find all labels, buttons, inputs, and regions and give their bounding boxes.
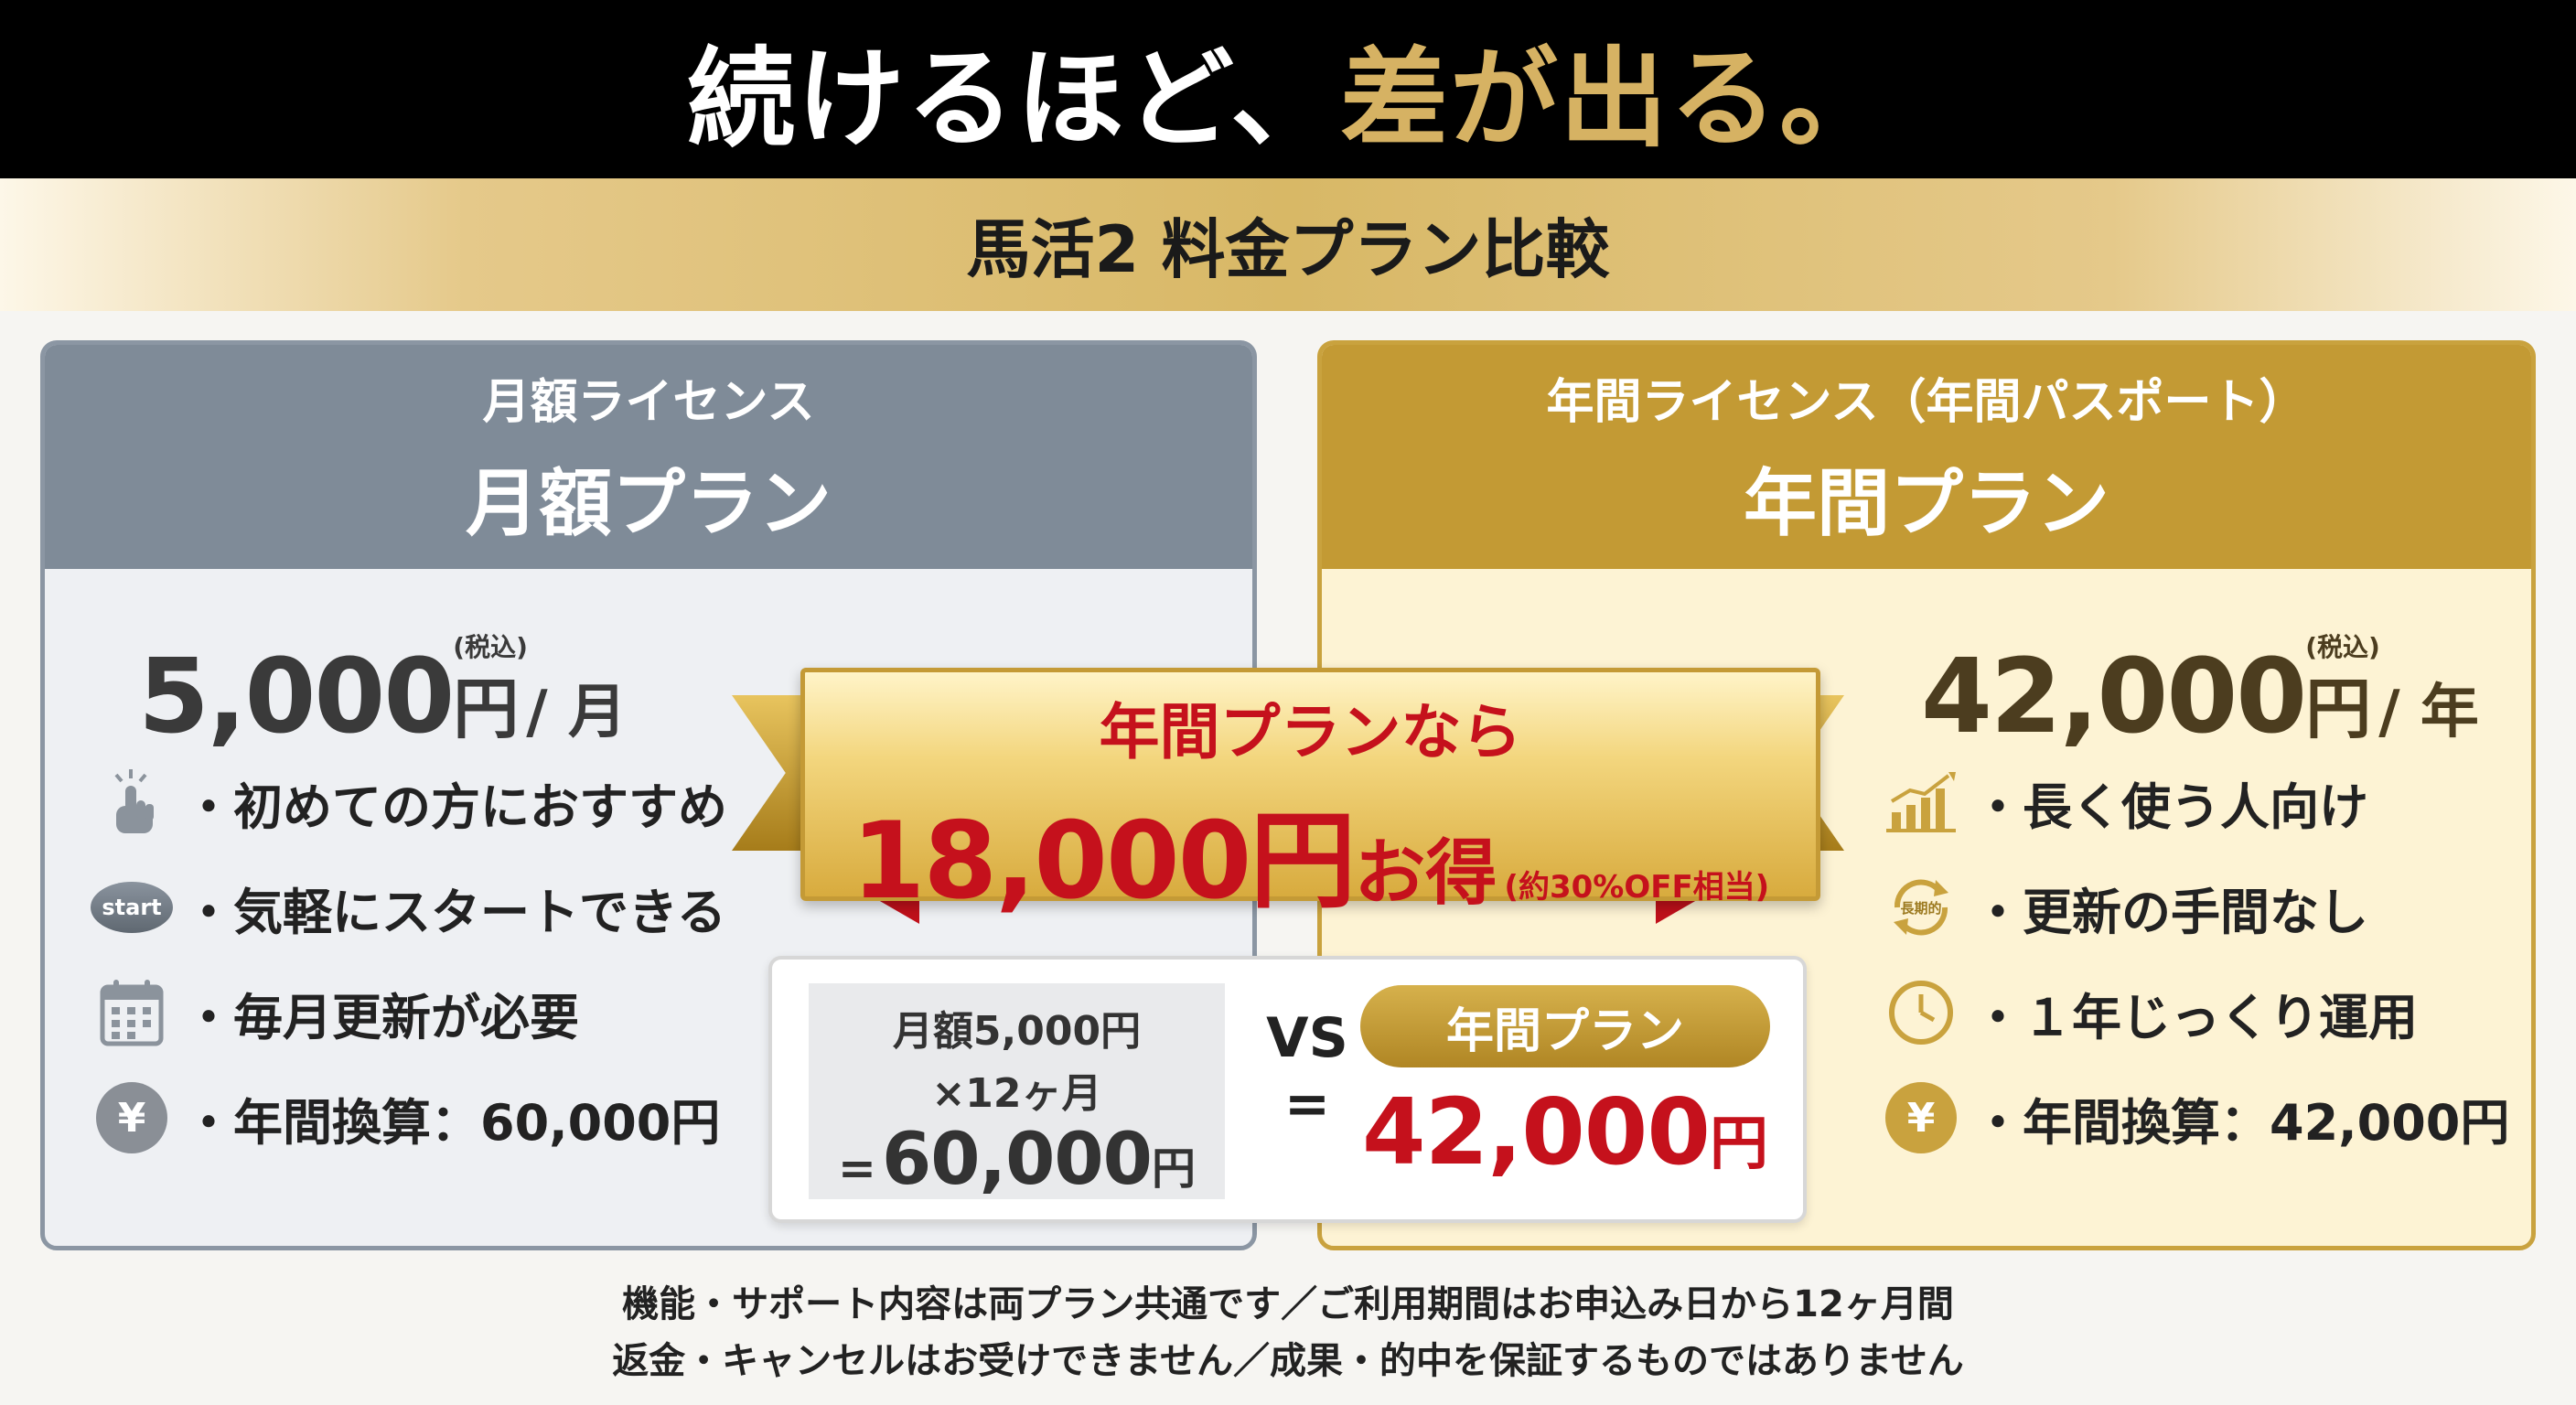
monthly-price: 5,000 (税込) 円 / 月 bbox=[138, 632, 627, 756]
savings-ribbon: 年間プランなら 18,000円 お得 (約30%OFF相当) bbox=[800, 668, 1820, 923]
monthly-plan-header: 月額ライセンス 月額プラン bbox=[45, 345, 1252, 569]
feature-text: ・毎月更新が必要 bbox=[184, 988, 579, 1046]
monthly-price-unit: / 月 bbox=[526, 679, 627, 746]
start-button-icon: start bbox=[91, 866, 173, 949]
monthly-feature-row: start ・気軽にスタートできる bbox=[91, 866, 726, 949]
headline-white: 続けるほど、 bbox=[686, 36, 1341, 162]
footer-note-line1: 機能・サポート内容は両プラン共通です／ご利用期間はお申込み日から12ヶ月間 bbox=[622, 1283, 1954, 1325]
renewal-cycle-icon: 長期的 bbox=[1880, 866, 1962, 949]
versus-label: VS = bbox=[1257, 1005, 1358, 1137]
footer-notes: 機能・サポート内容は両プラン共通です／ご利用期間はお申込み日から12ヶ月間 返金… bbox=[0, 1276, 2576, 1389]
annual-tax-note: (税込) bbox=[2305, 632, 2380, 662]
annual-plan-pill: 年間プラン bbox=[1360, 985, 1770, 1067]
monthly-feature-row: ・初めての方におすすめ bbox=[91, 761, 727, 843]
savings-otoku: お得 bbox=[1354, 832, 1497, 915]
monthly-calc-line1: 月額5,000円 bbox=[892, 1008, 1142, 1055]
footer-note-line2: 返金・キャンセルはお受けできません／成果・的中を保証するものではありません bbox=[612, 1340, 1964, 1382]
price-comparison-box: 月額5,000円 ×12ヶ月 = 60,000 円 VS = 年間プラン 42,… bbox=[768, 956, 1807, 1223]
start-button-label: start bbox=[91, 882, 173, 933]
annual-price-unit: / 年 bbox=[2378, 679, 2479, 746]
feature-text: ・更新の手間なし bbox=[1973, 883, 2368, 941]
monthly-price-amount: 5,000 bbox=[138, 638, 455, 756]
clock-icon bbox=[1880, 971, 1962, 1054]
savings-amount: 18,000円 bbox=[851, 799, 1357, 923]
annual-price-amount: 42,000 bbox=[1921, 638, 2307, 756]
feature-text: ・１年じっくり運用 bbox=[1973, 988, 2418, 1046]
savings-ribbon-heading: 年間プランなら bbox=[1099, 697, 1522, 767]
feature-text: ・長く使う人向け bbox=[1973, 778, 2368, 836]
feature-text: ・気軽にスタートできる bbox=[184, 883, 726, 941]
monthly-plan-title: 月額プラン bbox=[466, 461, 832, 546]
pointing-hand-icon bbox=[91, 761, 173, 843]
annual-total: 42,000 円 bbox=[1360, 1078, 1770, 1185]
monthly-price-yen: (税込) 円 bbox=[453, 632, 528, 751]
monthly-feature-row: ¥ ・年間換算：60,000円 bbox=[91, 1077, 720, 1159]
page-subtitle: 馬活2 料金プラン比較 bbox=[966, 212, 1610, 287]
savings-discount-note: (約30%OFF相当) bbox=[1504, 869, 1770, 906]
annual-feature-row: ・長く使う人向け bbox=[1880, 761, 2368, 843]
monthly-plan-kicker: 月額ライセンス bbox=[482, 375, 815, 430]
headline-gold: 差が出る。 bbox=[1340, 36, 1890, 162]
savings-ribbon-main: 18,000円 お得 (約30%OFF相当) bbox=[805, 775, 1816, 928]
feature-text: ・年間換算：60,000円 bbox=[184, 1093, 721, 1152]
equals-sign: = bbox=[838, 1142, 876, 1195]
monthly-total-unit: 円 bbox=[1151, 1143, 1196, 1195]
monthly-total-amount: 60,000 bbox=[881, 1119, 1153, 1201]
feature-text: ・初めての方におすすめ bbox=[184, 778, 727, 836]
annual-total-unit: 円 bbox=[1709, 1110, 1768, 1178]
annual-feature-row: ・１年じっくり運用 bbox=[1880, 971, 2418, 1054]
annual-feature-row: ¥ ・年間換算：42,000円 bbox=[1880, 1077, 2509, 1159]
annual-plan-title: 年間プラン bbox=[1744, 461, 2109, 546]
renewal-cycle-label: 長期的 bbox=[1900, 899, 1942, 917]
monthly-calc-line2: ×12ヶ月 bbox=[931, 1070, 1102, 1117]
monthly-total-calculation: 月額5,000円 ×12ヶ月 = 60,000 円 bbox=[809, 983, 1225, 1201]
annual-feature-row: 長期的 ・更新の手間なし bbox=[1880, 866, 2368, 949]
annual-price-yen: (税込) 円 bbox=[2305, 632, 2380, 751]
yen-coin-icon: ¥ bbox=[91, 1077, 173, 1159]
headline-banner: 続けるほど、 差が出る。 bbox=[0, 0, 2576, 178]
page-subtitle-band: 馬活2 料金プラン比較 bbox=[0, 178, 2576, 311]
growth-chart-icon bbox=[1880, 761, 1962, 843]
monthly-calc-total: = 60,000 円 bbox=[809, 1119, 1225, 1201]
feature-text: ・年間換算：42,000円 bbox=[1973, 1093, 2510, 1152]
yen-coin-icon: ¥ bbox=[1880, 1077, 1962, 1159]
monthly-feature-row: ・毎月更新が必要 bbox=[91, 971, 579, 1054]
annual-plan-kicker: 年間ライセンス（年間パスポート） bbox=[1546, 375, 2307, 430]
versus-equals: = bbox=[1283, 1072, 1331, 1136]
annual-price: 42,000 (税込) 円 / 年 bbox=[1921, 632, 2479, 756]
annual-plan-header: 年間ライセンス（年間パスポート） 年間プラン bbox=[1322, 345, 2531, 569]
calendar-icon bbox=[91, 971, 173, 1054]
monthly-tax-note: (税込) bbox=[453, 632, 528, 662]
annual-total-amount: 42,000 bbox=[1362, 1078, 1711, 1185]
